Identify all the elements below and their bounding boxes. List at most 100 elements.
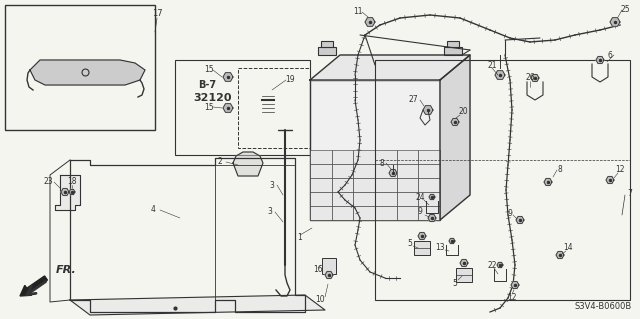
Bar <box>419 206 440 220</box>
Text: 7: 7 <box>628 189 632 197</box>
Polygon shape <box>449 238 455 244</box>
Bar <box>322 258 336 274</box>
Polygon shape <box>556 252 564 258</box>
Polygon shape <box>30 60 145 85</box>
Text: 27: 27 <box>408 95 418 105</box>
Text: 13: 13 <box>435 243 445 253</box>
Bar <box>375 206 397 220</box>
Polygon shape <box>428 215 436 221</box>
Bar <box>375 60 630 300</box>
Polygon shape <box>596 56 604 63</box>
Text: 5: 5 <box>408 239 412 248</box>
Bar <box>353 150 375 164</box>
Text: 21: 21 <box>487 61 497 70</box>
Bar <box>238 68 310 148</box>
Bar <box>175 60 310 155</box>
Text: B-7: B-7 <box>198 80 216 90</box>
Polygon shape <box>610 18 620 26</box>
Text: 20: 20 <box>458 108 468 116</box>
Bar <box>419 164 440 178</box>
Text: 15: 15 <box>204 65 214 75</box>
Bar <box>310 150 332 164</box>
Bar <box>332 164 353 178</box>
Text: 12: 12 <box>615 166 625 174</box>
Text: 6: 6 <box>607 50 612 60</box>
Text: 24: 24 <box>415 192 425 202</box>
Polygon shape <box>495 71 505 79</box>
Polygon shape <box>389 169 397 176</box>
Bar <box>375 178 397 192</box>
Bar <box>375 164 397 178</box>
Text: 15: 15 <box>204 102 214 112</box>
Text: S3V4-B0600B: S3V4-B0600B <box>575 302 632 311</box>
Bar <box>321 41 333 47</box>
Bar <box>310 178 332 192</box>
Polygon shape <box>511 282 519 288</box>
Text: 5: 5 <box>452 278 458 287</box>
Polygon shape <box>223 104 233 112</box>
Bar <box>419 150 440 164</box>
Bar <box>397 178 419 192</box>
Bar <box>375 192 397 206</box>
Bar <box>332 206 353 220</box>
Bar <box>456 268 472 282</box>
Polygon shape <box>440 55 470 220</box>
Polygon shape <box>70 295 325 315</box>
Text: 22: 22 <box>487 261 497 270</box>
Bar <box>353 206 375 220</box>
Bar <box>5 5 155 130</box>
Polygon shape <box>365 18 375 26</box>
Polygon shape <box>606 176 614 183</box>
Bar <box>397 206 419 220</box>
Bar <box>447 41 459 47</box>
Polygon shape <box>531 75 539 81</box>
Bar <box>310 80 440 220</box>
Bar <box>375 150 397 164</box>
Text: 32120: 32120 <box>193 93 232 103</box>
Polygon shape <box>55 175 80 210</box>
Text: 11: 11 <box>353 8 363 17</box>
Bar <box>332 178 353 192</box>
Text: 1: 1 <box>298 234 302 242</box>
Text: 2: 2 <box>218 158 222 167</box>
Polygon shape <box>69 189 75 195</box>
Text: 19: 19 <box>285 76 295 85</box>
Text: 18: 18 <box>67 177 77 187</box>
Polygon shape <box>233 152 263 176</box>
Polygon shape <box>516 217 524 224</box>
Polygon shape <box>429 194 435 200</box>
Polygon shape <box>223 73 233 81</box>
Bar <box>444 47 462 55</box>
Bar <box>414 241 430 255</box>
Text: 25: 25 <box>620 5 630 14</box>
Text: 4: 4 <box>150 205 156 214</box>
Text: 16: 16 <box>313 265 323 275</box>
Polygon shape <box>460 260 468 266</box>
Text: FR.: FR. <box>56 265 77 275</box>
Text: 9: 9 <box>417 207 422 217</box>
Text: 12: 12 <box>508 293 516 301</box>
Bar <box>397 150 419 164</box>
Text: 17: 17 <box>152 9 163 18</box>
Bar <box>310 206 332 220</box>
FancyArrow shape <box>20 276 47 296</box>
Text: 8: 8 <box>557 166 563 174</box>
Text: 3: 3 <box>269 181 275 189</box>
Bar <box>310 164 332 178</box>
Polygon shape <box>325 271 333 278</box>
Bar <box>353 192 375 206</box>
Polygon shape <box>310 55 470 80</box>
Bar <box>332 150 353 164</box>
Polygon shape <box>497 263 503 268</box>
Bar <box>353 178 375 192</box>
Bar <box>353 164 375 178</box>
Text: 9: 9 <box>508 209 513 218</box>
Polygon shape <box>423 106 433 114</box>
Polygon shape <box>451 119 459 125</box>
Polygon shape <box>418 233 426 240</box>
Text: 23: 23 <box>43 177 53 187</box>
Text: 14: 14 <box>563 243 573 253</box>
Bar <box>419 178 440 192</box>
Bar <box>419 192 440 206</box>
Bar <box>318 47 336 55</box>
